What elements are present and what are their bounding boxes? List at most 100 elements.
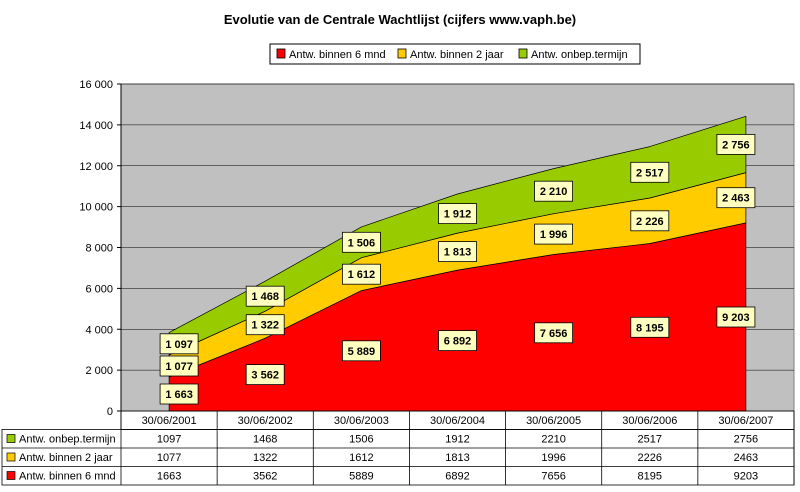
- table-header-cell: 30/06/2005: [526, 415, 581, 427]
- data-label: 8 195: [636, 322, 664, 334]
- data-label: 1 468: [251, 291, 279, 303]
- data-label-box: [438, 330, 477, 352]
- table-cell: 1322: [253, 452, 277, 464]
- table-row-label: Antw. onbep.termijn: [19, 434, 116, 446]
- data-label: 1 912: [444, 209, 472, 221]
- table-row-label: Antw. binnen 6 mnd: [19, 471, 116, 483]
- data-label: 1 077: [165, 361, 193, 373]
- y-tick-label: 6 000: [85, 283, 113, 295]
- data-label: 9 203: [722, 312, 750, 324]
- data-label-box: [245, 314, 285, 336]
- data-table: 30/06/2001 30/06/2002 30/06/2003 30/06/2004…: [1, 410, 795, 486]
- chart-title: Evolutie van de Centrale Wachtlijst (cij…: [224, 12, 576, 27]
- table-cell: 2517: [638, 434, 662, 446]
- data-label-box: [630, 316, 670, 338]
- data-label-box: [716, 187, 756, 209]
- data-label-box: [716, 306, 756, 328]
- table-cell: 7656: [541, 471, 565, 483]
- data-label-box: [438, 241, 477, 263]
- table-row-swatch: [6, 452, 16, 462]
- y-tick-label: 8 000: [85, 243, 113, 255]
- data-labels: 1 663 3 562 5 889 6 892 7 656 8 195 9 203 1 077…: [159, 133, 756, 405]
- data-label: 1 506: [348, 237, 376, 249]
- table-header-cell: 30/06/2006: [622, 415, 677, 427]
- data-label-box: [438, 203, 477, 225]
- data-label: 6 892: [444, 336, 472, 348]
- table-row-swatch: [6, 471, 16, 480]
- data-label: 1 322: [251, 320, 279, 332]
- table-cell: 1468: [253, 434, 277, 446]
- table-header-cell: 30/06/2003: [334, 415, 389, 427]
- data-label-box: [341, 231, 381, 253]
- table-cell: 1097: [157, 434, 181, 446]
- data-label: 1 813: [444, 247, 472, 259]
- data-label-box: [159, 383, 199, 405]
- data-label: 1 663: [165, 389, 193, 401]
- data-label: 3 562: [251, 370, 279, 382]
- table-cell: 1077: [157, 452, 181, 464]
- table-cell: 2210: [541, 434, 565, 446]
- table-cell: 3562: [253, 471, 277, 483]
- area-2: [168, 115, 747, 356]
- table-cell: 1506: [349, 434, 373, 446]
- data-label: 7 656: [540, 328, 568, 340]
- data-label: 1 612: [348, 269, 376, 281]
- area-series: [168, 115, 747, 412]
- y-axis: 0 2 000 4 000 6 000 8 000 10 000 12 000 14 000 1…: [79, 79, 122, 418]
- y-tick-label: 10 000: [79, 202, 113, 214]
- table-cell: 2226: [638, 452, 662, 464]
- data-label-box: [159, 333, 199, 355]
- table-header-cell: 30/06/2002: [238, 415, 293, 427]
- data-label: 1 996: [540, 229, 568, 241]
- data-label: 2 463: [722, 193, 750, 205]
- y-tick-label: 14 000: [79, 120, 113, 132]
- y-tick-label: 0: [107, 406, 113, 418]
- table-cell: 1996: [541, 452, 565, 464]
- data-label-box: [534, 322, 573, 344]
- legend-swatch: [276, 48, 286, 59]
- table-header-cell: 30/06/2007: [718, 415, 773, 427]
- table-cell: 1912: [445, 434, 469, 446]
- data-label-box: [341, 340, 381, 362]
- legend-box: [269, 43, 641, 65]
- table-cell: 8195: [638, 471, 662, 483]
- table-cell: 1612: [349, 452, 373, 464]
- data-label-box: [716, 133, 756, 155]
- table-row-swatch: [6, 434, 16, 443]
- data-label: 2 756: [722, 139, 750, 151]
- data-label-box: [630, 210, 670, 232]
- y-tick-label: 4 000: [85, 324, 113, 336]
- legend-label: Antw. binnen 6 mnd: [289, 49, 386, 61]
- data-label-box: [341, 263, 381, 285]
- table-cell: 9203: [734, 471, 758, 483]
- data-label: 1 097: [165, 339, 193, 351]
- y-tick-label: 12 000: [79, 161, 113, 173]
- table-header-cell: 30/06/2004: [430, 415, 485, 427]
- data-label: 2 210: [540, 186, 568, 198]
- y-tick-label: 16 000: [79, 79, 113, 91]
- table-header-cell: 30/06/2001: [142, 415, 197, 427]
- data-label: 5 889: [348, 346, 376, 358]
- legend-swatch: [397, 48, 407, 59]
- table-cell: 1813: [445, 452, 469, 464]
- data-label-box: [245, 364, 285, 386]
- y-tick-label: 2 000: [85, 365, 113, 377]
- table-cell: 5889: [349, 471, 373, 483]
- data-label-box: [534, 223, 573, 245]
- legend: Antw. binnen 6 mnd Antw. binnen 2 jaar Ant…: [269, 43, 641, 65]
- table-cell: 6892: [445, 471, 469, 483]
- table-cell: 2463: [734, 452, 758, 464]
- table-row-label: Antw. binnen 2 jaar: [19, 452, 113, 464]
- data-label-box: [245, 285, 285, 307]
- data-label-box: [534, 180, 573, 202]
- legend-label: Antw. binnen 2 jaar: [410, 49, 504, 61]
- data-label-box: [159, 355, 199, 377]
- legend-swatch: [518, 48, 528, 59]
- data-label-box: [630, 161, 670, 183]
- data-label: 2 226: [636, 216, 664, 228]
- table-cell: 1663: [157, 471, 181, 483]
- legend-label: Antw. onbep.termijn: [531, 49, 628, 61]
- data-label: 2 517: [636, 167, 664, 179]
- table-cell: 2756: [734, 434, 758, 446]
